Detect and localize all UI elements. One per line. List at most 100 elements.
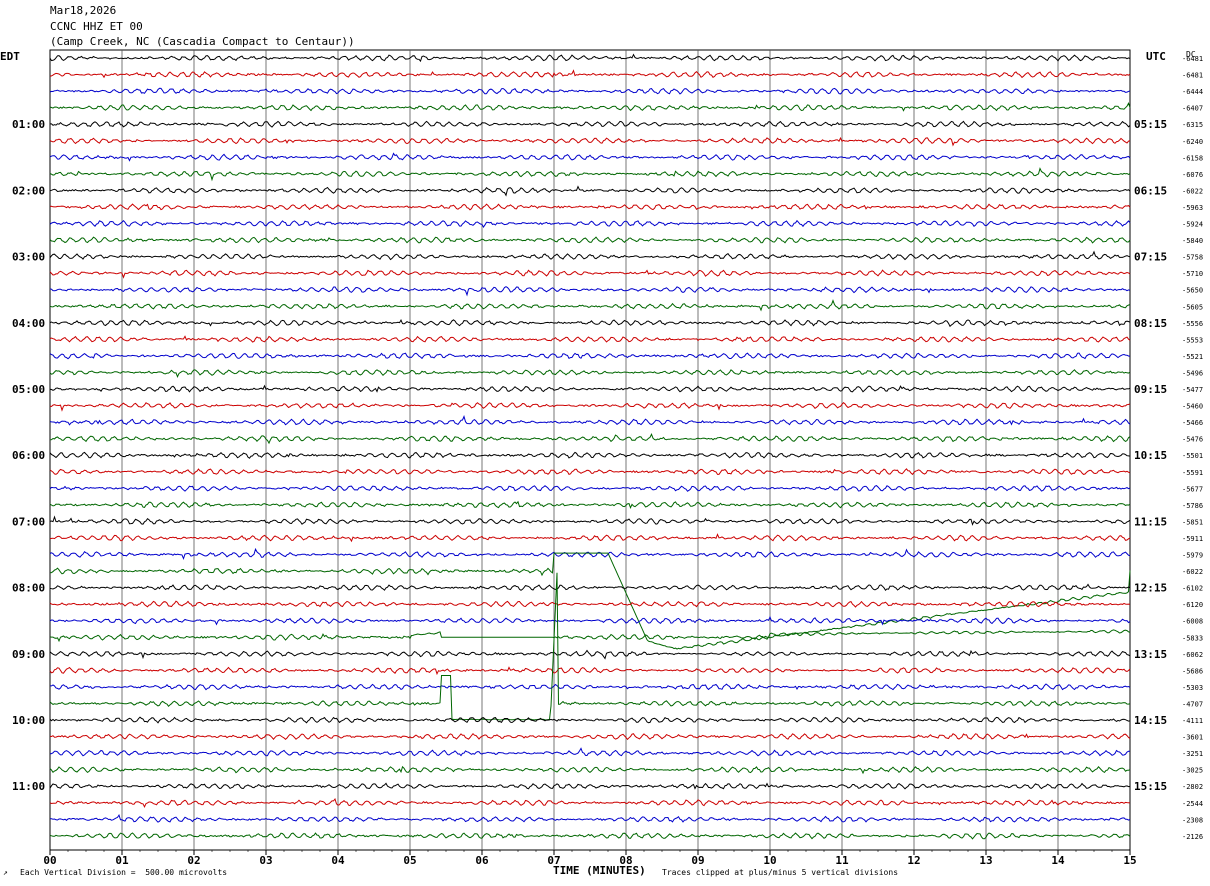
dc-offset-label: -6444 <box>1182 88 1203 96</box>
dc-offset-label: -5556 <box>1182 320 1203 328</box>
dc-offset-label: -5477 <box>1182 386 1203 394</box>
trace-line-35 <box>49 629 1131 643</box>
trace-line-0 <box>49 53 1131 63</box>
dc-label: DC <box>1186 50 1196 59</box>
dc-offset-label: -6315 <box>1182 121 1203 129</box>
dc-offset-label: -3601 <box>1182 734 1203 742</box>
dc-offset-label: -5677 <box>1182 485 1203 493</box>
dc-offset-label: -6022 <box>1182 568 1203 576</box>
trace-line-33 <box>49 600 1131 608</box>
trace-line-42 <box>49 747 1131 757</box>
dc-offset-label: -5924 <box>1182 221 1203 229</box>
dc-offset-label: -5979 <box>1182 552 1203 560</box>
right-hour-label: 10:15 <box>1134 449 1167 462</box>
x-tick-label: 14 <box>1051 854 1065 867</box>
left-hour-label: 03:00 <box>12 251 45 264</box>
left-hour-label: 08:00 <box>12 582 45 595</box>
x-tick-label: 10 <box>763 854 776 867</box>
dc-offset-label: -6481 <box>1182 72 1203 80</box>
trace-line-34 <box>49 615 1131 626</box>
dc-offset-label: -2126 <box>1182 833 1203 841</box>
trace-line-3 <box>49 102 1131 112</box>
dc-offset-label: -6481 <box>1182 55 1203 63</box>
left-hour-label: 04:00 <box>12 317 45 330</box>
x-tick-label: 15 <box>1123 854 1136 867</box>
left-hour-label: 05:00 <box>12 383 45 396</box>
x-tick-label: 05 <box>403 854 416 867</box>
dc-offset-label: -6076 <box>1182 171 1203 179</box>
plot-frame <box>49 49 1131 851</box>
x-axis-label: TIME (MINUTES) <box>553 864 646 877</box>
right-hour-label: 09:15 <box>1134 383 1167 396</box>
dc-offset-label: -2308 <box>1182 816 1203 824</box>
left-timezone-label: EDT <box>0 50 20 63</box>
x-tick-label: 03 <box>259 854 272 867</box>
trace-line-12 <box>49 250 1131 261</box>
corner-mark-icon: ↗ <box>3 868 8 877</box>
dc-offset-label: -5591 <box>1182 469 1203 477</box>
left-hour-label: 01:00 <box>12 118 45 131</box>
trace-line-38 <box>50 683 1131 691</box>
x-tick-label: 02 <box>187 854 200 867</box>
dc-offset-label: -4707 <box>1182 700 1203 708</box>
x-tick-label: 01 <box>115 854 129 867</box>
right-hour-label: 06:15 <box>1134 184 1167 197</box>
dc-offset-label: -5460 <box>1182 403 1203 411</box>
dc-offset-label: -5851 <box>1182 518 1203 526</box>
trace-line-5 <box>49 136 1131 147</box>
trace-line-19 <box>49 369 1131 378</box>
dc-offset-label: -5496 <box>1182 369 1203 377</box>
dc-offset-label: -6022 <box>1182 187 1203 195</box>
header-location: (Camp Creek, NC (Cascadia Compact to Cen… <box>50 35 355 48</box>
left-hour-label: 09:00 <box>12 648 45 661</box>
trace-line-32 <box>49 583 1131 591</box>
trace-line-41 <box>49 732 1131 741</box>
trace-line-23 <box>49 433 1131 445</box>
dc-offset-label: -5963 <box>1182 204 1203 212</box>
left-hour-label: 10:00 <box>12 714 45 727</box>
trace-line-24 <box>49 451 1131 459</box>
dc-offset-label: -6120 <box>1182 601 1203 609</box>
dc-offset-label: -5476 <box>1182 436 1203 444</box>
dc-offset-label: -5303 <box>1182 684 1203 692</box>
x-tick-label: 00 <box>43 854 56 867</box>
x-tick-label: 11 <box>835 854 849 867</box>
dc-offset-label: -6102 <box>1182 585 1203 593</box>
dc-offset-label: -6158 <box>1182 154 1203 162</box>
scale-note: Each Vertical Division = 500.00 microvol… <box>20 868 228 877</box>
dc-offset-label: -5758 <box>1182 254 1203 262</box>
right-hour-label: 08:15 <box>1134 317 1167 330</box>
x-tick-label: 04 <box>331 854 345 867</box>
trace-line-21 <box>49 402 1131 412</box>
right-hour-label: 05:15 <box>1134 118 1167 131</box>
trace-line-14 <box>49 286 1131 297</box>
trace-line-4 <box>50 120 1131 128</box>
left-hour-label: 07:00 <box>12 515 45 528</box>
dc-offset-label: -3251 <box>1182 750 1203 758</box>
trace-line-13 <box>49 269 1131 279</box>
header-date: Mar18,2026 <box>50 4 117 17</box>
dc-offset-label: -5710 <box>1182 270 1203 278</box>
left-hour-label: 02:00 <box>12 184 45 197</box>
trace-line-28 <box>49 515 1131 526</box>
dc-offset-label: -6008 <box>1182 618 1203 626</box>
trace-line-40 <box>49 716 1131 724</box>
dc-offset-label: -5840 <box>1182 237 1203 245</box>
trace-line-25 <box>49 468 1131 476</box>
trace-line-18 <box>49 352 1131 360</box>
dc-offset-label: -5650 <box>1182 287 1203 295</box>
right-hour-label: 07:15 <box>1134 251 1167 264</box>
dc-offset-label: -5466 <box>1182 419 1203 427</box>
left-hour-label: 06:00 <box>12 449 45 462</box>
left-hour-label: 11:00 <box>12 780 45 793</box>
dc-offset-label: -5786 <box>1182 502 1203 510</box>
trace-line-9 <box>49 203 1131 211</box>
trace-line-20 <box>49 384 1131 393</box>
right-hour-label: 12:15 <box>1134 582 1167 595</box>
trace-line-47 <box>49 832 1131 840</box>
trace-line-16 <box>49 318 1131 328</box>
dc-offset-label: -5686 <box>1182 667 1203 675</box>
trace-line-15 <box>49 299 1131 312</box>
header-station: CCNC HHZ ET 00 <box>50 20 143 33</box>
